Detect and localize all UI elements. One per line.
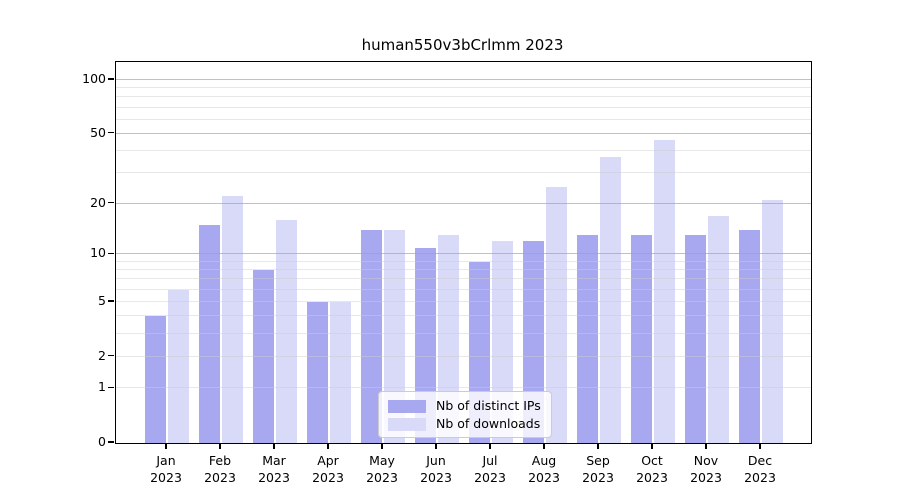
y-tick-label-50: 50 — [90, 124, 106, 140]
bar-distinct-ips-sep — [576, 235, 599, 443]
legend-label-downloads: Nb of downloads — [436, 416, 541, 431]
x-tick-mark-apr — [327, 444, 329, 449]
gridline-60 — [116, 118, 811, 120]
bar-distinct-ips-apr — [306, 302, 329, 443]
gridline-20 — [116, 202, 811, 204]
y-tick-label-100: 100 — [82, 71, 106, 87]
x-tick-mark-sep — [597, 444, 599, 449]
bar-distinct-ips-mar — [252, 270, 275, 443]
x-tick-label-aug: Aug 2023 — [528, 453, 560, 485]
bar-downloads-may — [383, 230, 406, 443]
x-tick-label-jun: Jun 2023 — [420, 453, 452, 485]
legend-label-distinct-ips: Nb of distinct IPs — [436, 398, 541, 413]
bar-downloads-nov — [707, 215, 730, 443]
x-tick-label-mar: Mar 2023 — [258, 453, 290, 485]
x-tick-label-apr: Apr 2023 — [312, 453, 344, 485]
bar-downloads-feb — [221, 196, 244, 443]
x-tick-label-dec: Dec 2023 — [744, 453, 776, 485]
legend-row-downloads: Nb of downloads — [388, 417, 541, 431]
y-tick-mark-1 — [108, 386, 114, 389]
legend-row-ips: Nb of distinct IPs — [388, 399, 541, 413]
x-tick-label-nov: Nov 2023 — [690, 453, 722, 485]
bar-distinct-ips-feb — [198, 224, 221, 443]
gridline-40 — [116, 149, 811, 151]
y-tick-label-0: 0 — [98, 434, 106, 449]
gridline-90 — [116, 87, 811, 89]
x-tick-mark-feb — [219, 444, 221, 449]
x-tick-label-feb: Feb 2023 — [204, 453, 236, 485]
x-tick-mark-jul — [489, 444, 491, 449]
bar-downloads-dec — [761, 199, 784, 443]
gridline-80 — [116, 96, 811, 98]
x-tick-label-jan: Jan 2023 — [150, 453, 182, 485]
x-tick-label-sep: Sep 2023 — [582, 453, 614, 485]
bar-downloads-aug — [545, 186, 568, 443]
bar-distinct-ips-jan — [144, 316, 167, 443]
x-tick-mark-jan — [165, 444, 167, 449]
y-tick-mark-2 — [108, 354, 114, 357]
legend: Nb of distinct IPs Nb of downloads — [378, 391, 552, 438]
legend-swatch-downloads — [388, 417, 426, 431]
x-tick-label-jul: Jul 2023 — [474, 453, 506, 485]
bar-downloads-mar — [275, 220, 298, 443]
y-tick-mark-0 — [108, 441, 114, 443]
bar-downloads-apr — [329, 302, 352, 443]
x-tick-label-oct: Oct 2023 — [636, 453, 668, 485]
x-tick-mark-aug — [543, 444, 545, 449]
x-tick-mark-may — [381, 444, 383, 449]
gridline-70 — [116, 106, 811, 108]
gridline-30 — [116, 171, 811, 173]
x-tick-mark-dec — [759, 444, 761, 449]
bar-downloads-sep — [599, 156, 622, 443]
x-tick-mark-nov — [705, 444, 707, 449]
legend-swatch-distinct-ips — [388, 399, 426, 413]
bar-distinct-ips-may — [360, 230, 383, 443]
bar-distinct-ips-oct — [630, 235, 653, 443]
gridline-100 — [116, 79, 811, 81]
x-tick-mark-jun — [435, 444, 437, 449]
bar-distinct-ips-nov — [684, 235, 707, 443]
gridline-50 — [116, 132, 811, 134]
y-tick-label-10: 10 — [90, 245, 106, 261]
y-tick-label-2: 2 — [98, 347, 106, 363]
bar-downloads-oct — [653, 140, 676, 443]
bar-downloads-jan — [167, 289, 190, 443]
y-tick-mark-20 — [108, 201, 114, 204]
y-tick-mark-100 — [108, 78, 114, 80]
x-tick-mark-oct — [651, 444, 653, 449]
y-tick-label-5: 5 — [98, 293, 106, 309]
y-tick-mark-5 — [108, 300, 114, 302]
x-tick-label-may: May 2023 — [366, 453, 398, 485]
y-tick-label-1: 1 — [98, 379, 106, 395]
bar-distinct-ips-dec — [738, 230, 761, 443]
chart-title: human550v3bCrlmm 2023 — [361, 36, 564, 54]
x-tick-mark-mar — [273, 444, 275, 449]
y-tick-mark-10 — [108, 252, 114, 255]
y-tick-mark-50 — [108, 132, 114, 134]
y-tick-label-20: 20 — [90, 194, 106, 210]
plot-area — [115, 61, 812, 444]
